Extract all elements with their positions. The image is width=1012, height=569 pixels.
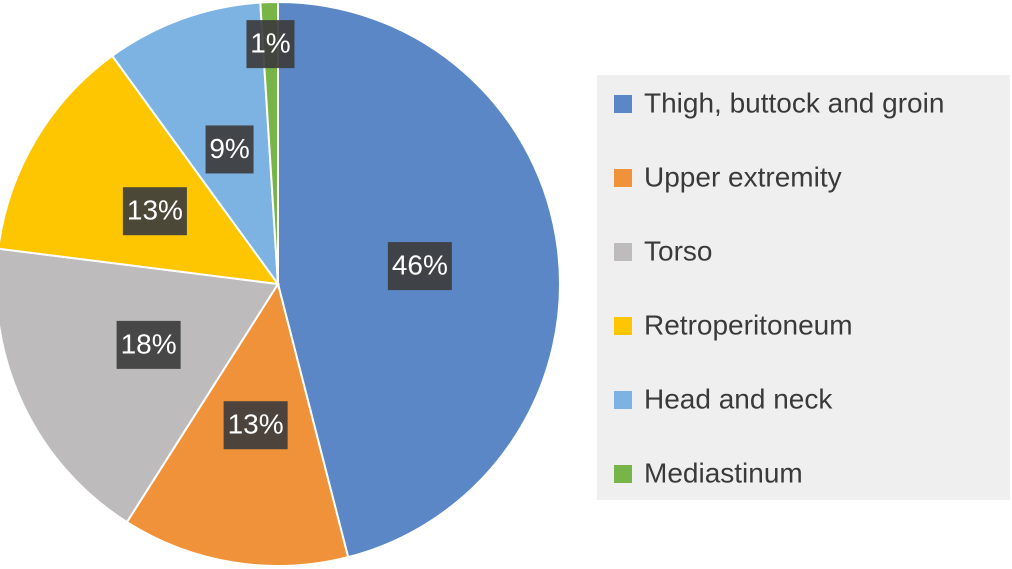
data-label-box	[223, 401, 288, 450]
data-label-box	[116, 320, 181, 369]
data-label: 13%	[228, 409, 284, 440]
data-label: 1%	[250, 28, 290, 59]
legend-swatch	[614, 465, 632, 483]
legend-swatch	[614, 95, 632, 113]
data-label: 9%	[209, 133, 249, 164]
data-label-box	[246, 20, 295, 69]
legend-swatch	[614, 391, 632, 409]
pie-slice	[259, 0, 279, 285]
legend-swatch	[614, 169, 632, 187]
data-label: 18%	[121, 328, 177, 359]
legend-label: Torso	[644, 235, 712, 266]
data-label-box	[205, 125, 254, 174]
data-label: 13%	[127, 195, 183, 226]
legend-label: Mediastinum	[644, 457, 803, 488]
pie-slice	[110, 1, 280, 288]
data-label-box	[122, 187, 187, 236]
legend-swatch	[614, 317, 632, 335]
legend-label: Thigh, buttock and groin	[644, 87, 944, 118]
pie-slice	[0, 54, 281, 286]
data-label: 46%	[392, 249, 448, 280]
legend-label: Retroperitoneum	[644, 309, 853, 340]
legend-swatch	[614, 243, 632, 261]
legend-box	[597, 75, 1010, 500]
legend-label: Upper extremity	[644, 161, 842, 192]
legend-label: Head and neck	[644, 383, 833, 414]
data-label-box	[387, 242, 452, 291]
pie-slice	[0, 247, 280, 524]
